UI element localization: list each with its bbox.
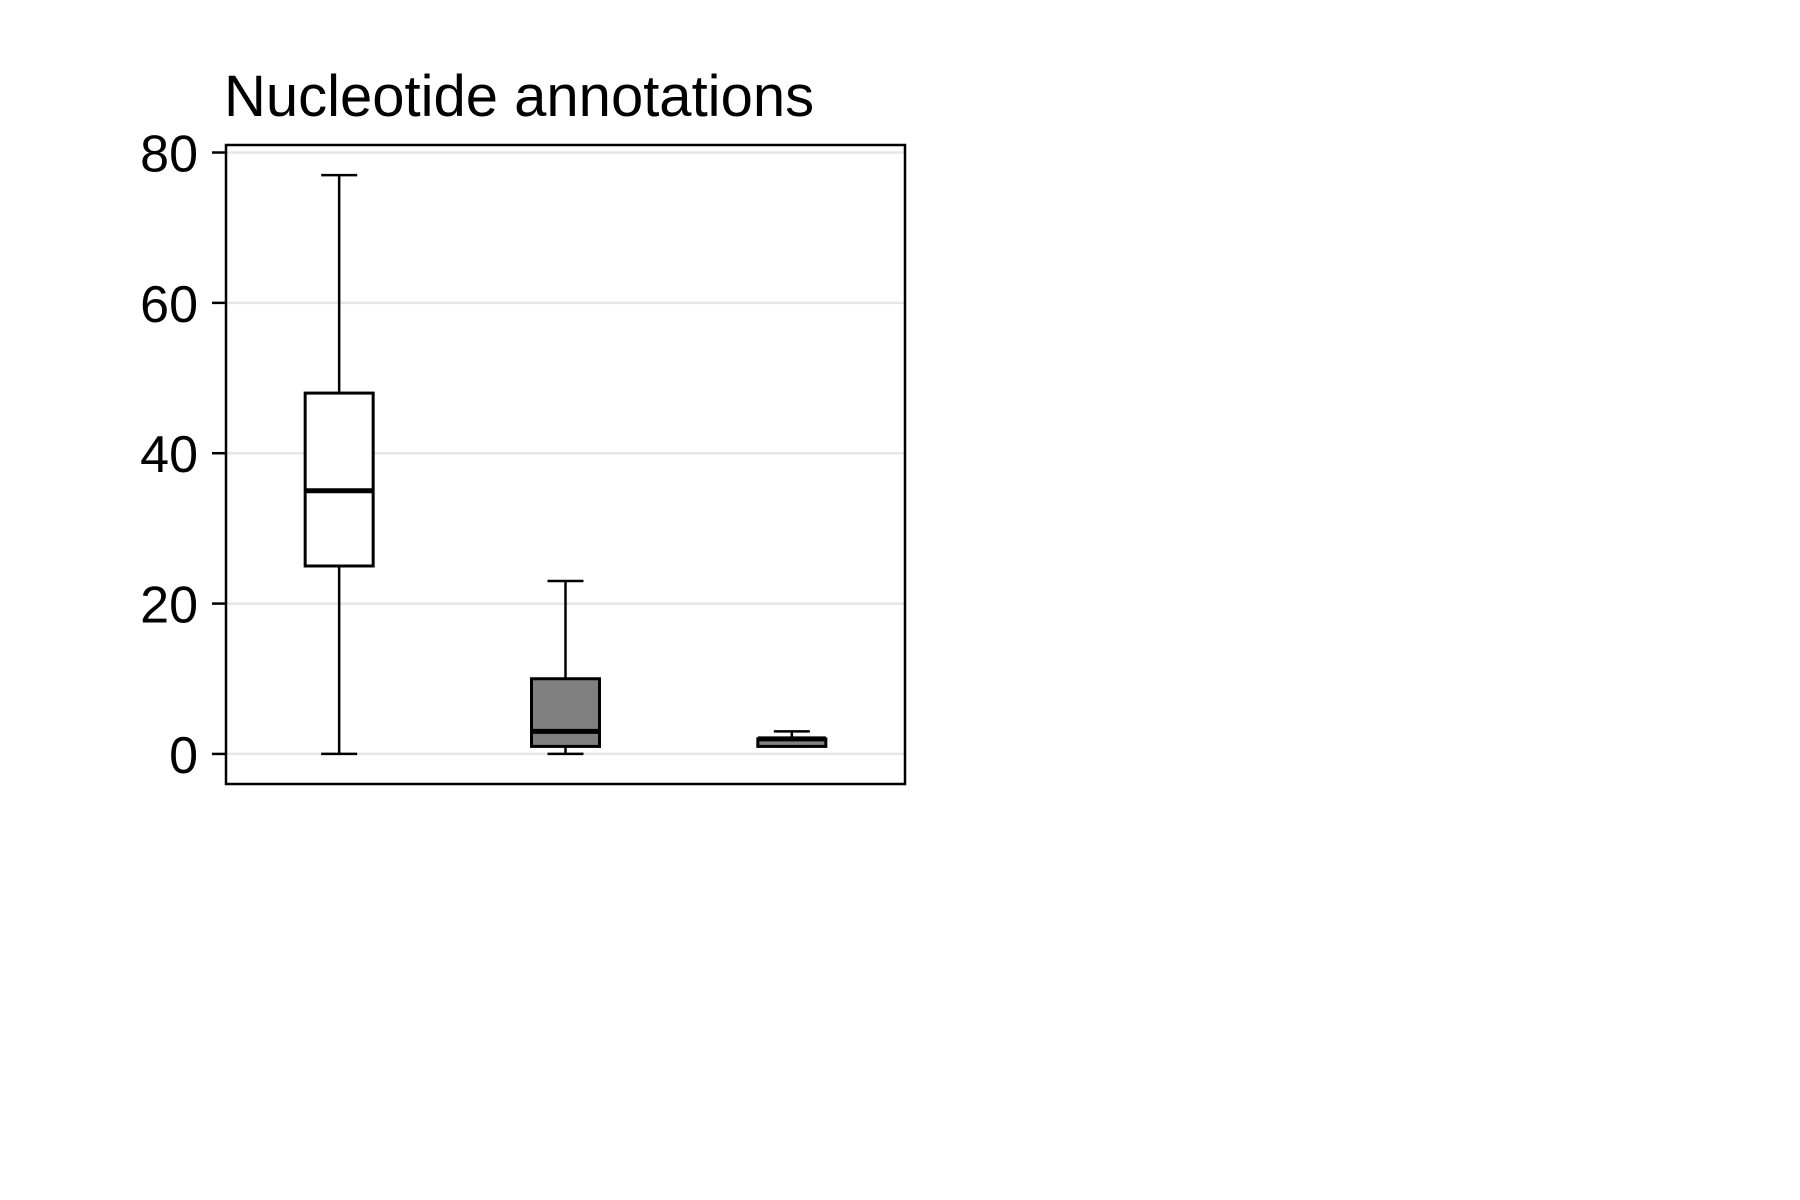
y-tick-label: 20: [140, 577, 198, 635]
box-series: [303, 173, 828, 756]
box: [756, 730, 828, 748]
box: [530, 579, 601, 756]
y-axis: 0 20 40 60 80: [140, 126, 226, 785]
y-tick-label: 60: [140, 276, 198, 334]
y-tick-label: 80: [140, 126, 198, 184]
box-body: [303, 391, 375, 568]
plot-frame: [224, 143, 907, 786]
y-tick-label: 40: [140, 426, 198, 484]
box: [303, 173, 375, 756]
chart-title: Nucleotide annotations: [224, 64, 814, 129]
y-tick-label: 0: [169, 727, 198, 785]
box-body: [530, 677, 601, 748]
